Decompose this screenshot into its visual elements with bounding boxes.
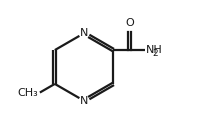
- Text: O: O: [125, 18, 134, 28]
- Text: N: N: [80, 28, 88, 38]
- Text: N: N: [80, 96, 88, 106]
- Text: CH₃: CH₃: [18, 88, 39, 98]
- Text: 2: 2: [152, 49, 158, 57]
- Text: NH: NH: [146, 45, 163, 55]
